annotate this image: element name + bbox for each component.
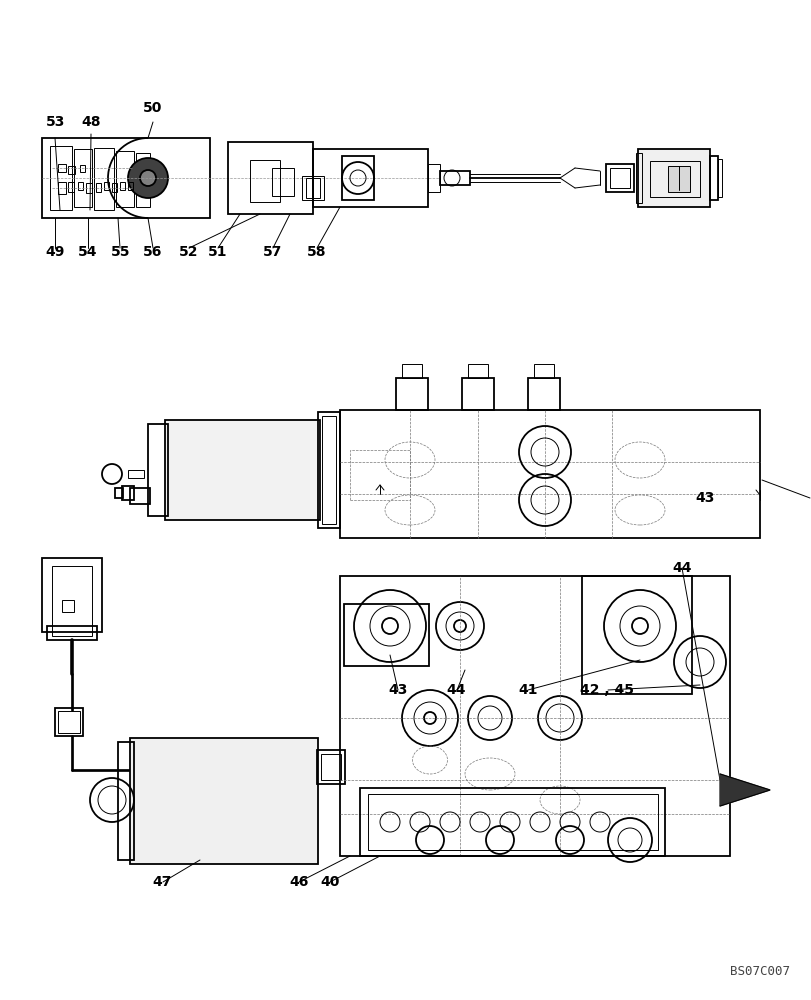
Bar bbox=[635, 153, 642, 203]
Bar bbox=[302, 176, 324, 200]
Bar bbox=[306, 178, 320, 198]
Text: 51: 51 bbox=[208, 245, 227, 259]
Text: 53: 53 bbox=[45, 115, 65, 129]
Bar bbox=[104, 182, 109, 190]
Bar bbox=[94, 148, 114, 210]
Bar bbox=[130, 488, 150, 504]
Bar bbox=[78, 182, 83, 190]
Bar bbox=[74, 149, 92, 207]
Bar bbox=[130, 738, 318, 864]
Bar bbox=[96, 183, 101, 192]
Text: 43: 43 bbox=[694, 491, 714, 505]
Text: 52: 52 bbox=[178, 245, 198, 259]
Bar bbox=[250, 160, 280, 202]
Text: 54: 54 bbox=[78, 245, 97, 259]
Bar bbox=[461, 378, 493, 410]
Bar bbox=[609, 168, 629, 188]
Text: 40: 40 bbox=[320, 875, 339, 889]
Bar bbox=[80, 165, 85, 172]
Bar bbox=[116, 151, 134, 207]
Bar bbox=[427, 164, 440, 192]
Bar bbox=[605, 164, 633, 192]
Bar bbox=[128, 182, 133, 190]
Bar bbox=[717, 159, 721, 197]
Bar bbox=[312, 149, 427, 207]
Bar bbox=[401, 364, 422, 378]
Bar bbox=[272, 168, 294, 196]
Bar bbox=[322, 416, 336, 524]
Bar bbox=[47, 626, 97, 640]
Text: 50: 50 bbox=[143, 101, 162, 115]
Bar bbox=[534, 364, 553, 378]
Bar bbox=[527, 378, 560, 410]
Bar bbox=[318, 412, 340, 528]
Bar bbox=[50, 146, 72, 210]
Text: 55: 55 bbox=[110, 245, 130, 259]
Text: 44: 44 bbox=[672, 561, 691, 575]
Bar bbox=[58, 711, 80, 733]
Text: 43: 43 bbox=[388, 683, 407, 697]
Bar bbox=[62, 600, 74, 612]
Bar bbox=[68, 166, 75, 174]
Bar bbox=[467, 364, 487, 378]
Bar bbox=[112, 183, 117, 192]
Bar bbox=[316, 750, 345, 784]
Text: 48: 48 bbox=[81, 115, 101, 129]
Bar bbox=[165, 420, 320, 520]
Polygon shape bbox=[719, 774, 769, 806]
Bar bbox=[55, 708, 83, 736]
Text: 44: 44 bbox=[446, 683, 466, 697]
Bar bbox=[148, 424, 168, 516]
Text: 56: 56 bbox=[143, 245, 162, 259]
Bar bbox=[42, 558, 102, 632]
Bar bbox=[58, 164, 66, 172]
Bar bbox=[228, 142, 312, 214]
Bar bbox=[42, 138, 210, 218]
Text: 58: 58 bbox=[307, 245, 326, 259]
Text: 46: 46 bbox=[289, 875, 308, 889]
Bar bbox=[128, 470, 144, 478]
Bar bbox=[86, 183, 92, 193]
Text: 47: 47 bbox=[152, 875, 172, 889]
Bar bbox=[52, 566, 92, 636]
Bar bbox=[440, 171, 470, 185]
Text: 57: 57 bbox=[263, 245, 282, 259]
Bar bbox=[341, 156, 374, 200]
Text: 41: 41 bbox=[517, 683, 537, 697]
Bar bbox=[122, 486, 134, 500]
Bar bbox=[115, 488, 122, 498]
Bar bbox=[359, 788, 664, 856]
Bar bbox=[637, 149, 709, 207]
Bar bbox=[344, 604, 428, 666]
Bar bbox=[320, 754, 341, 780]
Bar bbox=[340, 410, 759, 538]
Bar bbox=[649, 161, 699, 197]
Bar bbox=[58, 182, 66, 194]
Bar bbox=[135, 153, 150, 207]
Bar bbox=[709, 156, 717, 200]
Text: 42 , 45: 42 , 45 bbox=[580, 683, 633, 697]
Bar bbox=[68, 182, 74, 192]
Text: 49: 49 bbox=[45, 245, 65, 259]
Text: BS07C007: BS07C007 bbox=[729, 965, 789, 978]
Bar bbox=[396, 378, 427, 410]
Circle shape bbox=[139, 170, 156, 186]
Bar bbox=[581, 576, 691, 694]
Circle shape bbox=[128, 158, 168, 198]
Bar bbox=[340, 576, 729, 856]
Bar bbox=[120, 182, 125, 190]
Bar bbox=[667, 166, 689, 192]
Bar bbox=[367, 794, 657, 850]
Bar bbox=[118, 742, 134, 860]
Bar bbox=[350, 450, 410, 500]
